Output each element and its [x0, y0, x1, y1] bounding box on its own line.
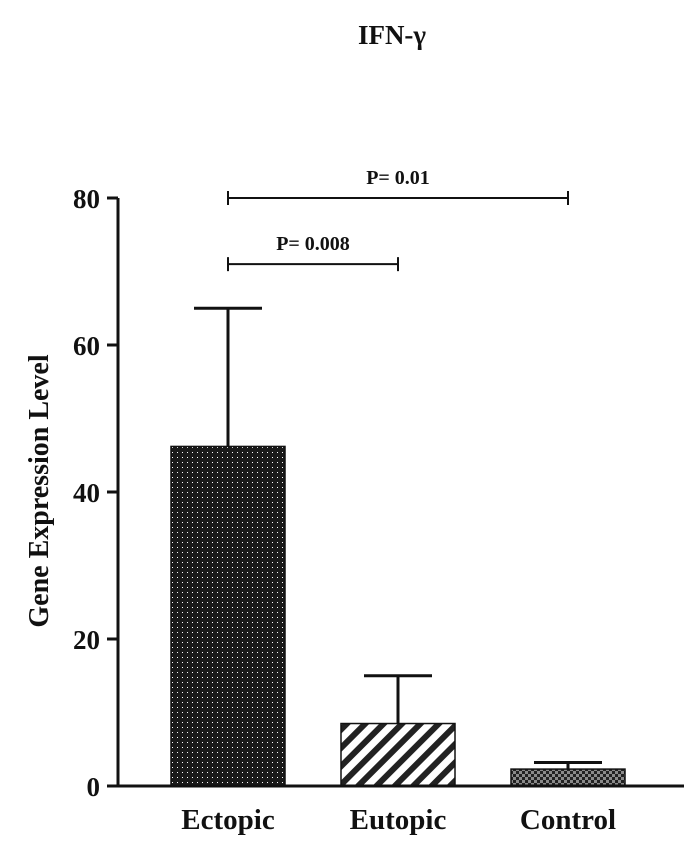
y-tick-label-20: 20 [73, 625, 100, 655]
bar-ectopic [170, 445, 286, 787]
y-axis-label: Gene Expression Level [24, 354, 55, 627]
y-tick-label-80: 80 [73, 184, 100, 214]
x-labels-layer: Ectopic Eutopic Control [181, 804, 616, 836]
bar-control [510, 768, 626, 787]
error-bars-layer [194, 306, 602, 770]
x-tick-label-eutopic: Eutopic [350, 804, 447, 836]
bar-eutopic [340, 722, 456, 787]
y-tick-label-40: 40 [73, 478, 100, 508]
y-ticks-layer: 0 20 40 60 80 [73, 184, 118, 802]
significance-label-1: P= 0.008 [276, 233, 350, 255]
y-tick-label-0: 0 [87, 772, 101, 802]
x-tick-label-control: Control [520, 804, 616, 836]
chart-title: IFN-γ [358, 20, 426, 50]
significance-layer: P= 0.008 P= 0.01 [227, 167, 569, 272]
significance-label-2: P= 0.01 [366, 167, 430, 189]
bars-layer [170, 445, 626, 787]
x-tick-label-ectopic: Ectopic [181, 804, 275, 836]
y-tick-label-60: 60 [73, 331, 100, 361]
